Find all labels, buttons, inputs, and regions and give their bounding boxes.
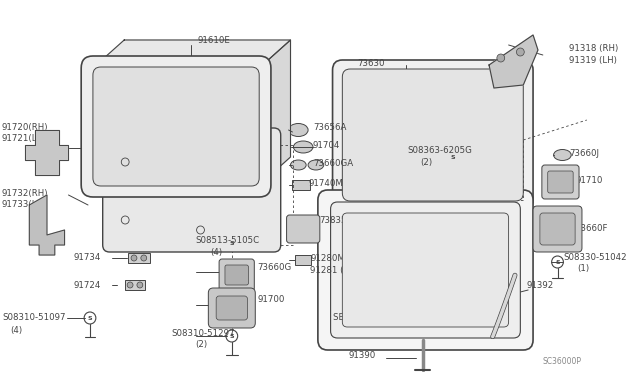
Ellipse shape xyxy=(293,141,313,153)
Text: (2): (2) xyxy=(420,157,433,167)
Text: 91734: 91734 xyxy=(74,253,100,263)
Text: (4): (4) xyxy=(10,326,22,334)
Text: 73660J: 73660J xyxy=(569,148,599,157)
Text: S08363-6205G: S08363-6205G xyxy=(408,145,473,154)
Text: S08310-51297: S08310-51297 xyxy=(171,328,235,337)
Text: 91733(LH): 91733(LH) xyxy=(2,199,47,208)
Ellipse shape xyxy=(554,150,572,160)
Bar xyxy=(292,180,310,190)
Text: S: S xyxy=(230,334,234,339)
FancyBboxPatch shape xyxy=(318,190,533,350)
Text: S: S xyxy=(555,260,560,264)
Text: 91700: 91700 xyxy=(257,295,285,305)
Text: 91319 (LH): 91319 (LH) xyxy=(569,55,617,64)
FancyBboxPatch shape xyxy=(342,213,509,327)
Circle shape xyxy=(127,282,133,288)
Text: 91318 (RH): 91318 (RH) xyxy=(569,44,618,52)
FancyBboxPatch shape xyxy=(209,288,255,328)
Text: 73630: 73630 xyxy=(357,58,385,67)
Text: 91280M(RH): 91280M(RH) xyxy=(310,253,364,263)
Text: 73612N: 73612N xyxy=(145,141,179,150)
Text: S08330-51042: S08330-51042 xyxy=(563,253,627,262)
Bar xyxy=(125,280,145,290)
FancyBboxPatch shape xyxy=(219,259,254,291)
FancyBboxPatch shape xyxy=(287,215,320,243)
FancyBboxPatch shape xyxy=(533,206,582,252)
Text: 91392: 91392 xyxy=(526,280,554,289)
Text: 91390: 91390 xyxy=(348,352,376,360)
FancyBboxPatch shape xyxy=(542,165,579,199)
Text: (4): (4) xyxy=(211,247,223,257)
Text: 91610E: 91610E xyxy=(198,35,230,45)
FancyBboxPatch shape xyxy=(540,213,575,245)
Polygon shape xyxy=(259,40,291,185)
Text: 91720(RH): 91720(RH) xyxy=(2,122,49,131)
Text: S08310-51097: S08310-51097 xyxy=(2,314,65,323)
Text: SC36000P: SC36000P xyxy=(543,357,582,366)
Text: 91732(RH): 91732(RH) xyxy=(2,189,49,198)
Text: 91721(LH): 91721(LH) xyxy=(2,134,47,142)
Text: S08513-5105C: S08513-5105C xyxy=(196,235,260,244)
Ellipse shape xyxy=(308,160,324,170)
Text: 91704: 91704 xyxy=(313,141,340,150)
FancyBboxPatch shape xyxy=(225,265,248,285)
FancyBboxPatch shape xyxy=(331,202,520,338)
Text: 73660F: 73660F xyxy=(575,224,607,232)
Text: S: S xyxy=(230,241,234,246)
Text: 91281 (LH): 91281 (LH) xyxy=(310,266,358,275)
FancyBboxPatch shape xyxy=(342,69,524,201)
Text: 91710: 91710 xyxy=(575,176,602,185)
Polygon shape xyxy=(489,35,538,88)
Text: S: S xyxy=(88,315,92,321)
Polygon shape xyxy=(29,195,65,255)
Circle shape xyxy=(137,282,143,288)
Ellipse shape xyxy=(291,160,306,170)
Text: 73835E: 73835E xyxy=(319,215,352,224)
Bar xyxy=(128,253,150,263)
Text: 73660G: 73660G xyxy=(257,263,291,273)
FancyBboxPatch shape xyxy=(548,171,573,193)
Text: 91724: 91724 xyxy=(74,280,100,289)
Text: (1): (1) xyxy=(577,264,589,273)
FancyBboxPatch shape xyxy=(216,296,248,320)
FancyBboxPatch shape xyxy=(333,60,533,210)
Circle shape xyxy=(141,255,147,261)
FancyBboxPatch shape xyxy=(93,67,259,186)
Ellipse shape xyxy=(289,124,308,137)
Text: S: S xyxy=(451,154,455,160)
Text: (2): (2) xyxy=(196,340,208,350)
FancyBboxPatch shape xyxy=(102,128,281,252)
Polygon shape xyxy=(26,130,68,175)
Circle shape xyxy=(497,54,505,62)
Circle shape xyxy=(516,48,524,56)
Circle shape xyxy=(131,255,137,261)
Text: 91740M: 91740M xyxy=(308,179,343,187)
Text: 73660GA: 73660GA xyxy=(313,158,353,167)
Polygon shape xyxy=(93,40,291,68)
Bar xyxy=(296,255,311,265)
Text: SEE SEC.730B: SEE SEC.730B xyxy=(333,314,394,323)
Text: 73656A: 73656A xyxy=(313,122,346,131)
FancyBboxPatch shape xyxy=(81,56,271,197)
